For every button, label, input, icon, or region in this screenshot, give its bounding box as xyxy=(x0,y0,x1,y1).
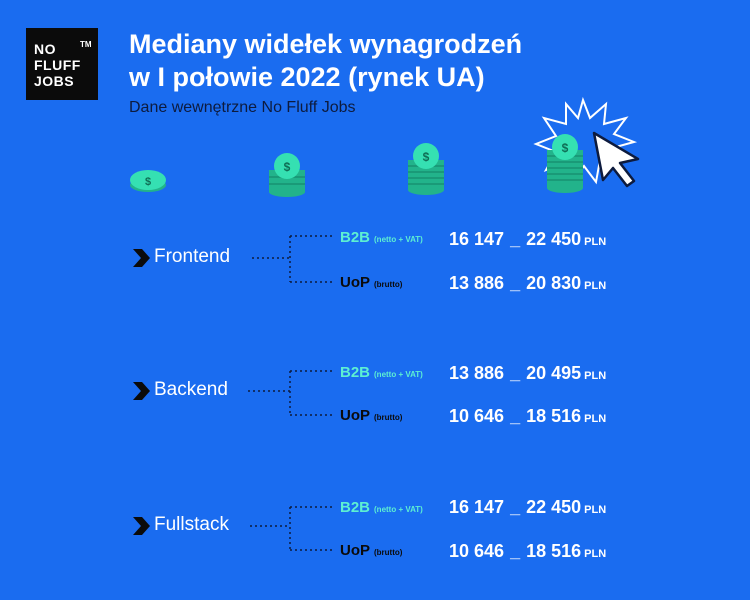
uop-label-text: UoP xyxy=(340,542,370,559)
range-max: 22 450 xyxy=(526,229,582,249)
backend-b2b-range: 13 886 _ 20 495 PLN xyxy=(449,363,606,384)
title-line-2: w I połowie 2022 (rynek UA) xyxy=(129,62,485,92)
svg-text:$: $ xyxy=(423,150,430,164)
chevron-right-icon xyxy=(133,517,150,535)
logo-trademark: TM xyxy=(80,40,92,49)
uop-label: UoP (brutto) xyxy=(340,542,402,559)
range-min: 16 147 xyxy=(449,229,505,249)
range-min: 10 646 xyxy=(449,406,505,426)
b2b-label-text: B2B xyxy=(340,364,371,381)
range-separator: _ xyxy=(510,229,521,249)
b2b-note: (netto + VAT) xyxy=(374,370,423,379)
frontend-b2b-range: 16 147 _ 22 450 PLN xyxy=(449,229,606,250)
connector-frontend xyxy=(252,235,334,283)
coin-stack-1-icon: $ xyxy=(130,170,166,192)
range-separator: _ xyxy=(510,363,521,383)
b2b-note: (netto + VAT) xyxy=(374,235,423,244)
chevron-right-icon xyxy=(133,249,150,267)
logo-line-3: JOBS xyxy=(34,73,75,89)
section-label-frontend: Frontend xyxy=(154,246,231,267)
range-max: 20 830 xyxy=(526,273,582,293)
uop-label-text: UoP xyxy=(340,274,370,291)
logo-line-1: NO xyxy=(34,41,56,57)
fullstack-uop-range: 10 646 _ 18 516 PLN xyxy=(449,541,606,562)
range-separator: _ xyxy=(510,541,521,561)
connector-fullstack xyxy=(250,506,334,551)
page-title: Mediany widełek wynagrodzeń w I połowie … xyxy=(129,28,649,94)
no-fluff-jobs-logo: NO FLUFF JOBS TM xyxy=(26,28,98,100)
range-separator: _ xyxy=(510,406,521,426)
svg-text:$: $ xyxy=(284,160,291,174)
range-max: 18 516 xyxy=(526,541,582,561)
currency: PLN xyxy=(584,504,607,516)
connector-backend xyxy=(248,370,334,416)
currency: PLN xyxy=(584,236,607,248)
b2b-label: B2B (netto + VAT) xyxy=(340,364,423,381)
uop-note: (brutto) xyxy=(374,548,403,557)
fullstack-b2b-range: 16 147 _ 22 450 PLN xyxy=(449,497,606,518)
uop-label: UoP (brutto) xyxy=(340,274,402,291)
svg-text:$: $ xyxy=(562,141,569,155)
section-label-fullstack: Fullstack xyxy=(154,514,229,535)
uop-label-text: UoP xyxy=(340,407,370,424)
currency: PLN xyxy=(584,280,607,292)
svg-text:$: $ xyxy=(145,176,151,188)
frontend-uop-range: 13 886 _ 20 830 PLN xyxy=(449,273,606,294)
title-line-1: Mediany widełek wynagrodzeń xyxy=(129,29,523,59)
range-max: 20 495 xyxy=(526,363,582,383)
range-min: 16 147 xyxy=(449,497,505,517)
mouse-cursor-icon xyxy=(592,131,640,188)
range-min: 10 646 xyxy=(449,541,505,561)
subtitle: Dane wewnętrzne No Fluff Jobs xyxy=(129,99,356,116)
range-separator: _ xyxy=(510,497,521,517)
section-label-backend: Backend xyxy=(154,379,228,400)
coin-stack-2-icon: $ xyxy=(269,153,305,197)
backend-uop-range: 10 646 _ 18 516 PLN xyxy=(449,406,606,427)
coin-stack-4-icon: $ xyxy=(547,134,583,193)
range-min: 13 886 xyxy=(449,273,505,293)
b2b-label: B2B (netto + VAT) xyxy=(340,229,423,246)
currency: PLN xyxy=(584,370,607,382)
coin-stack-3-icon: $ xyxy=(408,143,444,195)
currency: PLN xyxy=(584,548,607,560)
range-max: 18 516 xyxy=(526,406,582,426)
b2b-label-text: B2B xyxy=(340,499,371,516)
range-max: 22 450 xyxy=(526,497,582,517)
chevron-right-icon xyxy=(133,382,150,400)
b2b-label-text: B2B xyxy=(340,229,371,246)
currency: PLN xyxy=(584,413,607,425)
range-separator: _ xyxy=(510,273,521,293)
starburst-icon xyxy=(533,96,638,187)
logo-line-2: FLUFF xyxy=(34,57,81,73)
b2b-label: B2B (netto + VAT) xyxy=(340,499,423,516)
uop-label: UoP (brutto) xyxy=(340,407,402,424)
uop-note: (brutto) xyxy=(374,413,403,422)
range-min: 13 886 xyxy=(449,363,505,383)
b2b-note: (netto + VAT) xyxy=(374,505,423,514)
uop-note: (brutto) xyxy=(374,280,403,289)
